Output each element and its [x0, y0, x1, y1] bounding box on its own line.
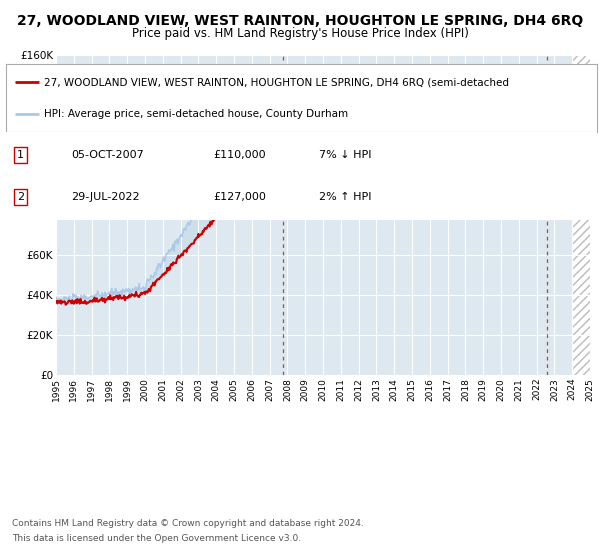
Text: 1: 1: [17, 150, 24, 160]
Text: £110,000: £110,000: [213, 150, 265, 160]
Text: 29-JUL-2022: 29-JUL-2022: [71, 192, 140, 202]
Text: Contains HM Land Registry data © Crown copyright and database right 2024.: Contains HM Land Registry data © Crown c…: [12, 519, 364, 528]
Text: 7% ↓ HPI: 7% ↓ HPI: [319, 150, 372, 160]
Text: 2% ↑ HPI: 2% ↑ HPI: [319, 192, 372, 202]
Text: 1: 1: [280, 82, 287, 92]
Bar: [572, 55, 590, 375]
Text: 2: 2: [543, 82, 550, 92]
Text: Price paid vs. HM Land Registry's House Price Index (HPI): Price paid vs. HM Land Registry's House …: [131, 27, 469, 40]
Text: 05-OCT-2007: 05-OCT-2007: [71, 150, 144, 160]
Text: 27, WOODLAND VIEW, WEST RAINTON, HOUGHTON LE SPRING, DH4 6RQ: 27, WOODLAND VIEW, WEST RAINTON, HOUGHTO…: [17, 14, 583, 28]
Text: HPI: Average price, semi-detached house, County Durham: HPI: Average price, semi-detached house,…: [44, 109, 349, 119]
Text: £127,000: £127,000: [213, 192, 266, 202]
Text: This data is licensed under the Open Government Licence v3.0.: This data is licensed under the Open Gov…: [12, 534, 301, 543]
Text: 2: 2: [17, 192, 25, 202]
Text: 27, WOODLAND VIEW, WEST RAINTON, HOUGHTON LE SPRING, DH4 6RQ (semi-detached: 27, WOODLAND VIEW, WEST RAINTON, HOUGHTO…: [44, 77, 509, 87]
